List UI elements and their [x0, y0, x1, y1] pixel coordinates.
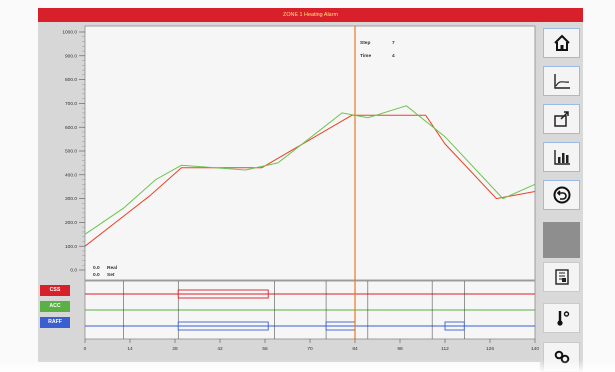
sidebar: [540, 22, 583, 372]
title-bar: ZONE 1 Heating Alarm: [38, 8, 583, 22]
line-chart-icon: [553, 74, 570, 89]
x-tick-label: 70: [307, 346, 313, 352]
x-tick-label: 126: [486, 346, 494, 352]
export-button[interactable]: [543, 104, 580, 134]
x-axis: 0 14 28 42 56 70 84 98 112 126 140: [84, 339, 539, 352]
x-tick-label: 84: [352, 346, 358, 352]
report-icon: [554, 269, 569, 285]
x-tick-label: 42: [217, 346, 223, 352]
set-label: Set: [107, 272, 115, 278]
y-tick-label: 500.0: [65, 149, 77, 155]
real-label: Real: [107, 265, 117, 271]
y-tick-label: 400.0: [65, 172, 77, 178]
bar-chart-button[interactable]: [543, 142, 580, 172]
real-value: 0.0: [93, 265, 100, 271]
series-line-1: [84, 105, 536, 235]
bottom-fade: [0, 360, 615, 372]
disabled-slot: [543, 222, 580, 258]
x-tick-label: 14: [127, 346, 133, 352]
digital-pulse: [177, 289, 269, 299]
digital-pulse: [177, 321, 269, 331]
digital-traces: [85, 281, 535, 339]
x-tick-label: 140: [531, 346, 539, 352]
x-tick-label: 98: [397, 346, 403, 352]
y-axis: 1000.0 900.0 800.0 700.0 600.0 500.0 400.0 300.…: [62, 30, 85, 274]
chart-button[interactable]: [543, 66, 580, 96]
report-button[interactable]: [543, 262, 580, 292]
step-label: Step: [360, 40, 370, 46]
chart[interactable]: 1000.0900.0800.0700.0600.0500.0400.0300.…: [38, 22, 540, 362]
x-tick-label: 112: [441, 346, 449, 352]
time-value: 4: [392, 53, 395, 59]
x-tick-label: 56: [262, 346, 268, 352]
home-icon: [553, 34, 570, 51]
bar-chart-icon: [553, 150, 570, 165]
trace-label-acc: ACC: [40, 301, 70, 312]
y-tick-label: 200.0: [65, 220, 77, 226]
x-tick-label: 28: [172, 346, 178, 352]
temperature-button[interactable]: [543, 303, 580, 333]
y-tick-label: 900.0: [65, 53, 77, 59]
y-tick-label: 700.0: [65, 101, 77, 107]
back-button[interactable]: [543, 180, 580, 210]
x-tick-label: 0: [84, 346, 87, 352]
y-tick-label: 300.0: [65, 196, 77, 202]
y-tick-label: 800.0: [65, 77, 77, 83]
window-title: ZONE 1 Heating Alarm: [283, 12, 338, 18]
set-value: 0.0: [93, 272, 100, 278]
y-tick-label: 0.0: [70, 268, 77, 274]
y-tick-label: 600.0: [65, 125, 77, 131]
undo-icon: [553, 186, 570, 204]
trace-label-raff: RAFF: [40, 317, 70, 328]
main-panel: 1000.0 900.0 800.0 700.0 600.0 500.0 400.0 300.…: [38, 22, 540, 362]
y-tick-label: 1000.0: [62, 30, 77, 36]
plot-area[interactable]: [84, 25, 536, 281]
thermometer-icon: [556, 311, 569, 326]
series-line-0: [84, 114, 536, 247]
export-icon: [553, 111, 569, 127]
series-group: [84, 105, 536, 247]
home-button[interactable]: [543, 28, 580, 58]
digital-pulse: [444, 321, 465, 331]
time-label: Time: [360, 53, 371, 59]
y-tick-label: 100.0: [65, 244, 77, 250]
step-value: 7: [392, 40, 395, 46]
trace-label-css: CSS: [40, 285, 70, 296]
